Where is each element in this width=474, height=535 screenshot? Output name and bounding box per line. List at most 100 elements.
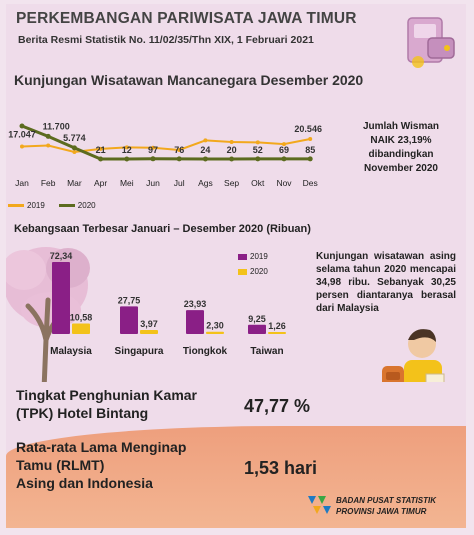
category-label: Taiwan <box>250 346 283 357</box>
series-2020-point <box>255 156 261 162</box>
bar-2019 <box>248 324 266 334</box>
series-2020-point <box>45 133 51 139</box>
x-tick-label: Jan <box>15 178 29 188</box>
tpk-label-line-1: Tingkat Penghunian Kamar <box>16 387 197 403</box>
bar-legend-2020-label: 2020 <box>250 267 268 276</box>
series-2019-point <box>229 140 234 145</box>
series-2020-data-label: 21 <box>96 145 106 155</box>
series-2019-point <box>151 145 155 150</box>
travel-wallet-icon <box>407 17 455 68</box>
bar-value-label: 2,30 <box>206 321 224 331</box>
x-tick-label: Mar <box>67 178 82 188</box>
category-label: Tiongkok <box>183 346 228 357</box>
bar-2020 <box>140 330 158 334</box>
bar-2019 <box>186 310 204 334</box>
nationality-bar-chart: 72,34 10,58 Malaysia 27,75 3,97 Singapura 23,9… <box>50 251 286 357</box>
rlmt-value: 1,53 hari <box>244 458 318 478</box>
bar-2019 <box>52 262 70 334</box>
bar-2020 <box>268 332 286 334</box>
series-2019-point <box>203 138 208 143</box>
legend-2020-swatch <box>58 204 75 207</box>
x-tick-label: Feb <box>41 178 56 188</box>
legend-2019-label: 2019 <box>27 201 45 210</box>
visits-note-line-4: November 2020 <box>364 163 438 174</box>
visits-note: Jumlah Wisman NAIK 23,19% dibandingkan N… <box>346 120 456 176</box>
series-2019-point <box>46 143 51 148</box>
bar-value-label: 23,93 <box>184 299 207 309</box>
series-2019-point <box>177 147 182 152</box>
bar-value-label: 1,26 <box>268 321 286 331</box>
series-2019-data-label: 20.546 <box>294 124 322 134</box>
series-2020-point <box>98 156 104 162</box>
tpk-value: 47,77 % <box>244 396 311 416</box>
series-2020-point <box>124 156 130 162</box>
legend-2020-label: 2020 <box>77 201 96 210</box>
visits-note-line-2: NAIK 23,19% <box>370 135 432 146</box>
series-2019-point <box>98 146 103 151</box>
bar-value-label: 3,97 <box>140 319 158 329</box>
series-2019-point <box>124 145 129 150</box>
bar-value-label: 10,58 <box>70 312 93 322</box>
x-tick-label: Mei <box>120 178 134 188</box>
page-subtitle: Berita Resmi Statistik No. 11/02/35/Thn … <box>18 34 314 46</box>
bar-legend-2020-swatch <box>238 268 247 275</box>
x-tick-label: Apr <box>94 178 107 188</box>
tpk-label: Tingkat Penghunian Kamar (TPK) Hotel Bin… <box>16 386 197 422</box>
visits-note-line-1: Jumlah Wisman <box>362 121 440 132</box>
category-label: Singapura <box>115 346 164 357</box>
bar-2020 <box>72 323 90 334</box>
series-2020-point <box>19 123 25 129</box>
series-2020-point <box>281 156 287 162</box>
bar-2019 <box>120 306 138 334</box>
series-2019-point <box>255 140 260 145</box>
nationality-section-title: Kebangsaan Terbesar Januari – Desember 2… <box>14 223 311 235</box>
series-2020-data-label: 24 <box>200 145 210 155</box>
rlmt-label-line-1: Rata-rata Lama Menginap <box>16 439 187 455</box>
series-2020-data-label: 11.700 <box>43 121 70 131</box>
series-2020-data-label: 12 <box>122 145 132 155</box>
series-2020-data-label: 20 <box>227 145 237 155</box>
bar-legend-2020: 2020 <box>238 267 268 276</box>
bar-2020 <box>206 331 224 334</box>
bar-value-label: 72,34 <box>50 251 73 261</box>
rlmt-label: Rata-rata Lama Menginap Tamu (RLMT) Asin… <box>16 438 186 492</box>
bps-org-line-1: BADAN PUSAT STATISTIK <box>336 496 436 505</box>
line-chart-legend: 2019 2020 <box>8 201 96 210</box>
visits-note-line-3: dibandingkan <box>368 149 434 160</box>
tpk-band <box>6 382 466 428</box>
nationality-paragraph: Kunjungan wisatawan asing selama tahun 2… <box>316 251 456 314</box>
x-tick-label: Okt <box>251 178 265 188</box>
bar-value-label: 9,25 <box>248 314 266 324</box>
series-2020-point <box>229 156 235 162</box>
series-2020-line <box>21 124 311 161</box>
series-2019-point <box>20 144 24 149</box>
series-2019-line <box>21 138 311 154</box>
series-2020-data-label: 69 <box>279 145 289 155</box>
series-2020-data-label: 17.047 <box>8 129 36 139</box>
series-2020-point <box>150 156 156 162</box>
infographic: PERKEMBANGAN PARIWISATA JAWA TIMUR Berit… <box>6 4 466 528</box>
bps-logo-icon <box>308 496 331 514</box>
series-2020-point <box>202 156 208 162</box>
legend-2019: 2019 <box>8 201 45 210</box>
bps-org-name: BADAN PUSAT STATISTIK PROVINSI JAWA TIMU… <box>336 495 436 517</box>
bar-legend-2019-swatch <box>238 253 247 260</box>
series-2020-point <box>176 156 182 162</box>
series-2020-point <box>307 156 313 162</box>
series-2019-point <box>282 142 286 147</box>
visits-line-chart: 17.047 11.700 5.774 21 12 97 76 24 20 52 69 85 20.54… <box>8 121 322 188</box>
bar-value-label: 27,75 <box>118 295 141 305</box>
series-2020-data-label: 76 <box>174 145 184 155</box>
x-tick-label: Ags <box>198 178 213 188</box>
legend-2020: 2020 <box>58 201 96 210</box>
bps-org-line-2: PROVINSI JAWA TIMUR <box>336 507 427 516</box>
x-tick-label: Des <box>303 178 318 188</box>
rlmt-band <box>6 426 466 528</box>
series-2019-point <box>308 137 313 141</box>
rlmt-label-line-2: Tamu (RLMT) <box>16 457 105 473</box>
rlmt-label-line-3: Asing dan Indonesia <box>16 475 153 491</box>
page-title: PERKEMBANGAN PARIWISATA JAWA TIMUR <box>16 10 357 27</box>
legend-2019-swatch <box>8 204 24 207</box>
series-2020-point <box>71 145 77 151</box>
bar-legend-2019: 2019 <box>238 252 268 261</box>
